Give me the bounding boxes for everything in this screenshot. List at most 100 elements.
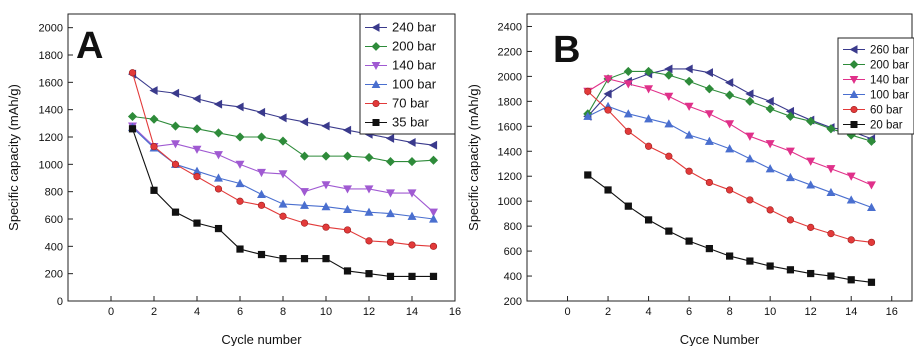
data-point <box>279 212 287 220</box>
plot-frame <box>67 13 456 302</box>
data-point <box>623 66 633 76</box>
data-point <box>214 151 223 160</box>
y-axis-label: Specific capacity (mAh/g) <box>466 84 481 231</box>
legend-item: 200 bar <box>365 39 437 54</box>
legend-label: 100 bar <box>392 77 437 92</box>
data-point <box>603 89 612 99</box>
y-axis-label: Specific capacity (mAh/g) <box>6 84 21 231</box>
data-point <box>278 170 288 179</box>
legend-marker <box>372 119 380 127</box>
legend-marker <box>850 106 858 114</box>
series-140-bar <box>583 75 876 190</box>
x-tick-label: 8 <box>727 306 733 318</box>
data-point <box>603 75 613 84</box>
data-point <box>826 124 836 134</box>
legend-label: 140 bar <box>392 58 437 73</box>
data-point <box>127 111 138 122</box>
data-point <box>644 66 654 76</box>
data-point <box>365 270 373 278</box>
data-point <box>684 102 694 111</box>
data-point <box>322 223 330 231</box>
data-point <box>806 116 816 126</box>
data-point <box>846 172 856 181</box>
data-point <box>407 189 417 198</box>
data-point <box>385 133 395 143</box>
data-point <box>867 238 876 246</box>
data-point <box>664 119 674 128</box>
legend-label: 100 bar <box>870 90 909 102</box>
y-tick-label: 1600 <box>39 77 63 89</box>
data-point <box>846 195 856 204</box>
y-tick-label: 1800 <box>39 50 63 62</box>
data-point <box>236 197 244 205</box>
series-140-bar <box>128 122 438 217</box>
data-point <box>300 219 309 227</box>
data-point <box>365 237 373 245</box>
data-point <box>343 204 352 214</box>
legend-marker <box>849 45 858 54</box>
data-point <box>299 151 310 161</box>
data-point <box>765 96 774 106</box>
y-tick-label: 800 <box>45 187 63 199</box>
legend-item: 260 bar <box>843 45 909 57</box>
y-tick-label: 2400 <box>498 21 522 33</box>
series-70-bar <box>128 69 438 250</box>
data-point <box>300 200 309 209</box>
data-point <box>745 154 755 163</box>
legend-item: 20 bar <box>843 120 903 132</box>
data-point <box>429 272 438 281</box>
data-point <box>786 216 795 224</box>
series-100-bar <box>583 101 876 212</box>
data-point <box>704 84 714 94</box>
legend-label: 20 bar <box>870 120 903 132</box>
y-tick-label: 1400 <box>498 146 522 158</box>
data-point <box>170 88 180 98</box>
legend-label: 35 bar <box>392 115 430 130</box>
data-point <box>321 151 331 161</box>
x-tick-label: 6 <box>686 306 692 318</box>
y-tick-label: 1400 <box>39 105 63 117</box>
data-point <box>235 160 245 169</box>
data-point <box>257 189 266 198</box>
data-point <box>785 111 795 121</box>
data-point <box>867 181 876 190</box>
data-point <box>765 164 775 173</box>
y-tick-label: 600 <box>504 246 522 258</box>
x-tick-label: 12 <box>363 306 375 318</box>
x-tick-label: 6 <box>237 306 243 318</box>
data-point <box>236 245 244 253</box>
legend-marker <box>371 23 380 32</box>
panel-label: A <box>76 25 103 67</box>
legend: 240 bar 200 bar 140 bar 100 bar 70 bar 35 bar <box>359 13 456 135</box>
x-tick-label: 4 <box>646 306 652 318</box>
data-point <box>193 219 201 227</box>
legend-marker <box>371 61 381 70</box>
data-point <box>257 250 266 259</box>
chart-panel-b: 0 2 4 6 8 10 12 14 16 200 400 600 800 1000 1200 1400 160… <box>466 13 914 346</box>
data-point <box>385 157 396 167</box>
data-point <box>705 178 713 187</box>
data-point <box>171 160 180 168</box>
data-point <box>364 152 374 163</box>
data-point <box>807 269 815 278</box>
data-point <box>192 94 201 104</box>
data-point <box>256 107 266 117</box>
legend-label: 200 bar <box>392 39 437 54</box>
y-tick-label: 200 <box>45 269 63 281</box>
x-tick-label: 2 <box>605 306 611 318</box>
data-point <box>726 186 734 194</box>
data-point <box>193 173 201 181</box>
data-point <box>583 111 593 120</box>
data-point <box>604 186 612 194</box>
data-point <box>235 178 245 188</box>
y-axis-ticks: 200 400 600 800 1000 1200 1400 1600 1800 2000 2200… <box>498 21 532 308</box>
data-point <box>866 136 877 146</box>
y-tick-label: 1000 <box>498 196 522 208</box>
data-point <box>128 125 137 133</box>
x-tick-label: 8 <box>280 306 286 318</box>
data-point <box>150 186 158 194</box>
data-point <box>429 214 438 223</box>
legend-label: 240 bar <box>392 20 437 35</box>
legend-label: 140 bar <box>870 75 909 87</box>
legend-box <box>837 37 914 135</box>
